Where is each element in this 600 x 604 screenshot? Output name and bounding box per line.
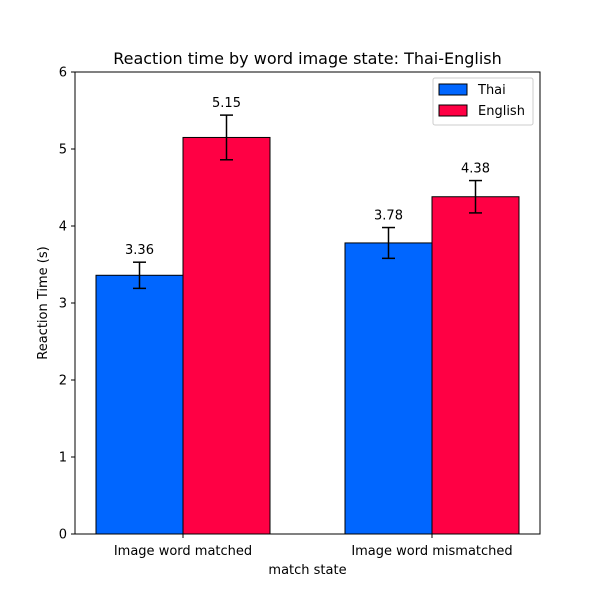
value-label: 4.38 [461,162,490,177]
y-tick-label: 0 [59,528,67,543]
y-tick-label: 6 [59,66,67,81]
y-tick-label: 3 [59,297,67,312]
x-axis-label: match state [268,563,346,578]
value-label: 5.15 [212,96,241,111]
y-tick-label: 1 [59,451,67,466]
bar-english [431,196,520,535]
x-tick-label: Image word matched [114,544,252,559]
bar-english [182,136,271,535]
plot-area-frame [74,71,541,535]
error-bars [133,114,482,290]
legend-swatch-english [438,104,468,117]
x-axis-ticks: Image word matched Image word mismatched [114,534,513,559]
x-tick-label: Image word mismatched [351,544,512,559]
legend-swatch-thai [438,83,468,96]
y-tick-label: 2 [59,374,67,389]
value-labels: 3.36 3.78 5.15 4.38 [125,96,490,258]
y-axis-label: Reaction Time (s) [36,246,51,359]
chart-title: Reaction time by word image state: Thai-… [113,49,502,68]
legend-label-thai: Thai [477,83,506,98]
y-tick-label: 5 [59,143,67,158]
bar-thai [344,242,433,535]
value-label: 3.36 [125,243,154,258]
bar-thai [95,274,184,535]
legend-label-english: English [478,104,525,119]
legend: Thai English [432,77,534,126]
y-axis-ticks: 0 1 2 3 4 5 6 [59,66,75,543]
value-label: 3.78 [374,209,403,224]
bar-series [95,136,520,535]
y-tick-label: 4 [59,220,67,235]
